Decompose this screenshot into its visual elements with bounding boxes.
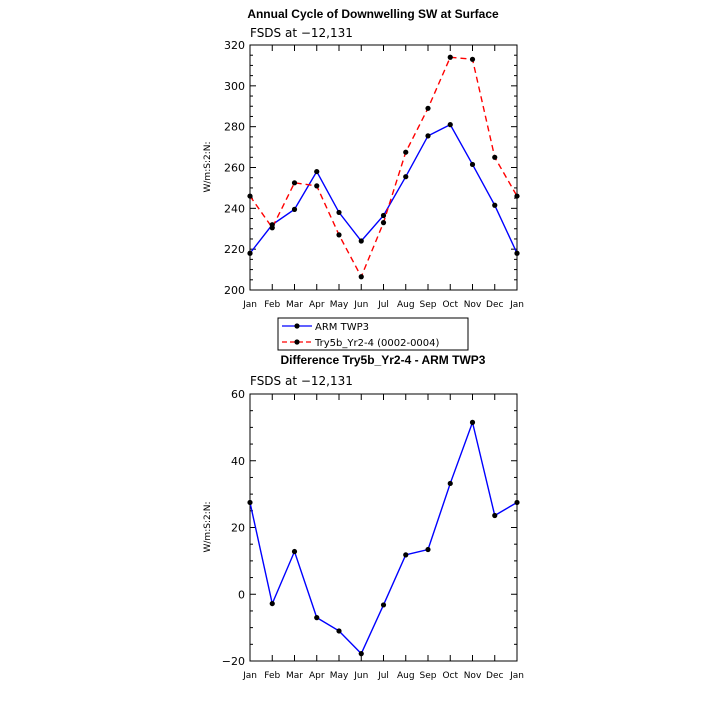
- chart2-series-0-point: [514, 499, 520, 506]
- chart1-legend-dot-try5b: [294, 339, 300, 345]
- chart2-subtitle: FSDS at −12,131: [250, 374, 353, 388]
- chart1-xtick-label: Jan: [509, 300, 524, 310]
- chart2-xtick-label: Dec: [486, 671, 503, 681]
- chart1-ytick-label: 260: [224, 162, 245, 175]
- chart2-ytick-label: 0: [238, 588, 245, 601]
- chart1-legend: ARM TWP3 Try5b_Yr2-4 (0002-0004): [277, 317, 469, 351]
- chart2-series-line-0: [249, 419, 518, 655]
- chart1-plot-area: 200 220 240 260 280 300 320 Jan Feb Mar Apr May Jun J…: [224, 39, 524, 310]
- chart2-xtick-label: Nov: [464, 671, 482, 681]
- chart1-series-0-point: [492, 202, 498, 208]
- chart1-series-0-point: [314, 168, 320, 175]
- chart1-xtick-label: Dec: [486, 300, 503, 310]
- chart1-series-1-point: [403, 149, 409, 155]
- chart2-ytick-label: 20: [231, 522, 245, 535]
- chart1-subtitle: FSDS at −12,131: [250, 26, 353, 40]
- chart1-xtick-label: Jun: [353, 300, 368, 310]
- chart2-xtick-label: Oct: [442, 671, 458, 681]
- chart1-legend-dot-arm: [294, 323, 300, 329]
- chart2-xtick-label: Aug: [397, 671, 415, 681]
- chart2-series-0-point: [425, 546, 431, 553]
- chart1-series-1-point: [291, 180, 298, 186]
- chart1-series-line-1: [249, 56, 518, 279]
- chart1-series-1-point: [469, 56, 476, 62]
- chart1-series-0-point: [425, 133, 431, 139]
- chart1-xtick-label: Jul: [377, 300, 389, 310]
- chart2-xtick-label: Jul: [377, 671, 389, 681]
- chart1-ytick-label: 200: [224, 284, 245, 297]
- chart1-series-0-point: [336, 209, 342, 216]
- chart2-series-0-point: [403, 552, 409, 558]
- chart2-xtick-label: May: [330, 671, 349, 681]
- chart1-series-1-point: [447, 54, 453, 60]
- chart2-xtick-label: Feb: [264, 671, 280, 681]
- chart1-legend-label-arm: ARM TWP3: [315, 322, 369, 333]
- chart1-title: Annual Cycle of Downwelling SW at Surfac…: [247, 7, 499, 21]
- chart2-ytick-label: 60: [231, 388, 245, 401]
- chart1-series-0-point: [403, 174, 409, 180]
- chart1-xtick-label: May: [330, 300, 349, 310]
- chart2-xtick-label: Jan: [242, 671, 257, 681]
- chart1-series-0-point: [247, 250, 253, 256]
- chart1-xtick-label: Feb: [264, 300, 280, 310]
- chart2-series-0-point: [469, 419, 476, 425]
- chart2-series-0-point: [447, 480, 453, 487]
- chart1-series-1-point: [380, 220, 387, 226]
- chart2-xtick-label: Jun: [353, 671, 368, 681]
- chart2-xtick-label: Jan: [509, 671, 524, 681]
- chart1-xtick-label: Aug: [397, 300, 415, 310]
- chart2-ylabel: W/m:S:2:N:: [203, 502, 213, 553]
- chart2-xtick-label: Apr: [309, 671, 325, 681]
- chart1-ytick-label: 300: [224, 80, 245, 93]
- chart1-ytick-label: 220: [224, 243, 245, 256]
- chart1-xtick-label: Apr: [309, 300, 325, 310]
- chart1-series-0-point: [514, 250, 520, 256]
- chart2-series-0-point: [380, 602, 387, 608]
- chart1-legend-label-try5b: Try5b_Yr2-4 (0002-0004): [314, 338, 440, 349]
- chart2-series-0-point: [358, 651, 364, 657]
- chart1-series-0-point: [380, 212, 387, 219]
- chart1-series-0-point: [358, 238, 364, 244]
- chart2-series-0-point: [492, 512, 498, 519]
- chart2-frame: [249, 393, 518, 662]
- chart1-series-1-point: [425, 105, 431, 111]
- chart1-xtick-label: Mar: [286, 300, 303, 310]
- chart2-series-0-point: [247, 499, 253, 506]
- chart1-series-1-point: [492, 154, 498, 160]
- chart2-plot-area: −20 0 20 40 60 Jan Feb Mar Apr May Jun Jul Aug Sep Oct…: [222, 388, 524, 681]
- chart1-series-1-point: [358, 274, 364, 280]
- chart2-ytick-label: 40: [231, 455, 245, 468]
- chart1-series-1-point: [247, 193, 253, 199]
- chart2-series-0-point: [314, 615, 320, 621]
- chart2-title: Difference Try5b_Yr2-4 - ARM TWP3: [281, 353, 486, 367]
- chart1-xtick-label: Oct: [442, 300, 458, 310]
- chart1-xtick-label: Nov: [464, 300, 482, 310]
- chart2-series-0-point: [336, 628, 342, 634]
- chart1-ylabel: W/m:S:2:N:: [203, 142, 213, 193]
- chart2-series-0-point: [269, 600, 275, 607]
- chart1-series-0-point: [447, 122, 453, 128]
- chart2-xtick-label: Sep: [420, 671, 437, 681]
- chart1-series-0-point: [291, 206, 298, 212]
- chart1-series-1-point: [336, 232, 342, 238]
- chart1-series-line-0: [249, 123, 518, 254]
- chart1-series-1-point: [314, 183, 320, 189]
- chart1-series-0-point: [469, 161, 476, 168]
- chart1-xtick-label: Sep: [420, 300, 437, 310]
- chart1-legend-box: [277, 317, 469, 351]
- chart1-series-1-point: [514, 193, 520, 199]
- chart2-xtick-label: Mar: [286, 671, 303, 681]
- chart1-xtick-label: Jan: [242, 300, 257, 310]
- chart1-series-1-point: [269, 225, 275, 231]
- chart1-ytick-label: 240: [224, 202, 245, 215]
- chart2-ytick-label: −20: [222, 655, 245, 668]
- chart1-ytick-label: 320: [224, 39, 245, 52]
- chart1-ytick-label: 280: [224, 121, 245, 134]
- chart2-series-0-point: [291, 548, 298, 555]
